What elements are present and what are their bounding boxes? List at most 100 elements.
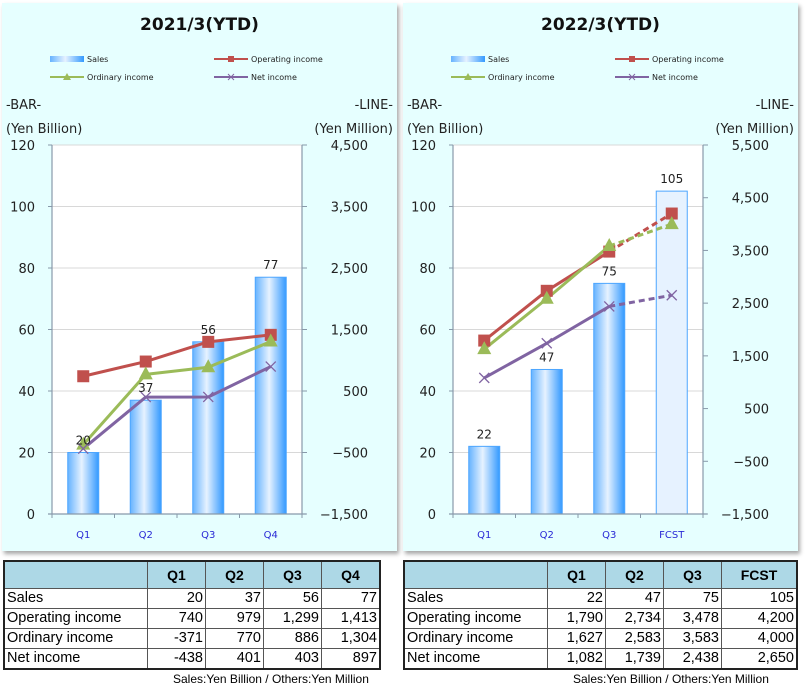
net-income-marker xyxy=(202,391,214,403)
op-forecast-line xyxy=(608,212,673,253)
category-label: Q1 xyxy=(76,530,90,541)
bar-data-label: 56 xyxy=(201,323,216,337)
legend-label: Sales xyxy=(488,55,509,64)
header-cell xyxy=(403,560,548,589)
row-label: Net income xyxy=(403,648,548,670)
cell: 77 xyxy=(321,588,381,609)
left-tick-label: 40 xyxy=(419,385,436,400)
left-axis-unit: (Yen Billion) xyxy=(6,122,82,137)
legend-label: Net income xyxy=(251,73,297,82)
legend-operating-marker xyxy=(228,56,234,62)
cell: 1,790 xyxy=(547,608,606,629)
cell: 897 xyxy=(321,648,381,670)
cell: 886 xyxy=(263,628,322,649)
ordinary-income-marker xyxy=(76,436,91,450)
cell: 1,739 xyxy=(605,648,664,670)
sales-bar xyxy=(254,276,287,515)
header-cell: Q3 xyxy=(663,560,722,589)
cell: 3,583 xyxy=(663,628,722,649)
table-header-row: Q1 Q2 Q3 Q4 xyxy=(3,560,381,589)
legend-net-marker xyxy=(227,73,235,81)
net-income-marker xyxy=(265,361,277,373)
ordinary-income-marker xyxy=(664,216,679,230)
chart-title: 2021/3(YTD) xyxy=(140,15,259,35)
cell: 75 xyxy=(663,588,722,609)
left-tick-label: 120 xyxy=(411,139,436,154)
category-label: Q3 xyxy=(602,530,616,541)
row-label: Operating income xyxy=(403,608,548,629)
header-cell: Q2 xyxy=(605,560,664,589)
bar-data-label: 20 xyxy=(76,434,91,448)
legend-operating-marker xyxy=(629,56,635,62)
chart-title: 2022/3(YTD) xyxy=(541,15,660,35)
left-axis-label: -BAR- xyxy=(407,98,443,113)
right-tick-label: 3,500 xyxy=(331,201,368,216)
ordinary-income-marker xyxy=(477,341,492,355)
cell: 1,627 xyxy=(547,628,606,649)
header-cell: Q3 xyxy=(263,560,322,589)
net-line xyxy=(82,365,272,450)
cell: 22 xyxy=(547,588,606,609)
left-tick-label: 0 xyxy=(27,508,35,523)
row-label: Net income xyxy=(3,648,148,670)
right-tick-label: 500 xyxy=(744,403,769,418)
category-label: Q2 xyxy=(139,530,153,541)
left-tick-label: 40 xyxy=(18,385,35,400)
category-label: FCST xyxy=(659,530,685,541)
net-income-marker xyxy=(140,391,152,403)
operating-income-marker xyxy=(139,355,152,368)
operating-income-marker xyxy=(665,207,678,220)
cell: 3,478 xyxy=(663,608,722,629)
bar-data-label: 22 xyxy=(477,427,492,441)
op-line xyxy=(82,333,271,378)
net-income-marker xyxy=(603,300,615,312)
right-tick-label: 1,500 xyxy=(331,324,368,339)
legend-sales-swatch xyxy=(451,56,485,62)
cell: 1,082 xyxy=(547,648,606,670)
header-cell xyxy=(3,560,148,589)
data-table-2022: Q1 Q2 Q3 FCST Sales 22 47 75 105 Operati… xyxy=(403,560,798,670)
table-row: Sales 22 47 75 105 xyxy=(403,588,798,609)
right-tick-label: 2,500 xyxy=(732,297,769,312)
chart-2021: Sales Operating income Ordinary income Net … xyxy=(6,55,394,541)
cell: 1,413 xyxy=(321,608,381,629)
table-header-row: Q1 Q2 Q3 FCST xyxy=(403,560,798,589)
right-tick-label: 500 xyxy=(343,385,368,400)
right-tick-label: 3,500 xyxy=(732,244,769,259)
net-income-marker xyxy=(541,337,553,349)
bar-data-label: 47 xyxy=(539,350,554,364)
ordinary-income-marker xyxy=(539,290,554,304)
table-row: Net income 1,082 1,739 2,438 2,650 xyxy=(403,648,798,670)
legend-label: Operating income xyxy=(251,55,323,64)
cell: 740 xyxy=(147,608,206,629)
header-cell: Q1 xyxy=(547,560,606,589)
cell: 20 xyxy=(147,588,206,609)
chart-2022: Sales Operating income Ordinary income Net … xyxy=(407,55,795,541)
operating-income-marker xyxy=(77,370,90,383)
right-tick-label: 5,500 xyxy=(732,139,769,154)
left-tick-label: 20 xyxy=(18,447,35,462)
legend-ordinary-marker xyxy=(63,73,71,80)
sales-bar xyxy=(530,368,563,515)
row-label: Sales xyxy=(3,588,148,609)
right-axis-label: -LINE- xyxy=(355,98,394,113)
cell: 2,734 xyxy=(605,608,664,629)
cell: 37 xyxy=(205,588,264,609)
ordinary-income-marker xyxy=(602,238,617,252)
cell: 1,299 xyxy=(263,608,322,629)
net-forecast-line xyxy=(608,293,673,308)
bar-data-label: 37 xyxy=(138,381,153,395)
header-cell: Q1 xyxy=(147,560,206,589)
right-tick-label: 4,500 xyxy=(732,192,769,207)
bar-data-label: 75 xyxy=(602,264,617,278)
cell: 770 xyxy=(205,628,264,649)
net-income-marker xyxy=(77,443,89,455)
cell: -371 xyxy=(147,628,206,649)
sales-bar-forecast xyxy=(655,190,688,515)
unit-note: Sales:Yen Billion / Others:Yen Million xyxy=(573,672,769,686)
right-tick-label: −1,500 xyxy=(320,508,368,523)
chart-panel-2022: 2022/3(YTD) Sales Operating income Ordinar… xyxy=(403,3,798,551)
right-axis-label: -LINE- xyxy=(756,98,795,113)
header-cell: Q2 xyxy=(205,560,264,589)
legend-label: Net income xyxy=(652,73,698,82)
